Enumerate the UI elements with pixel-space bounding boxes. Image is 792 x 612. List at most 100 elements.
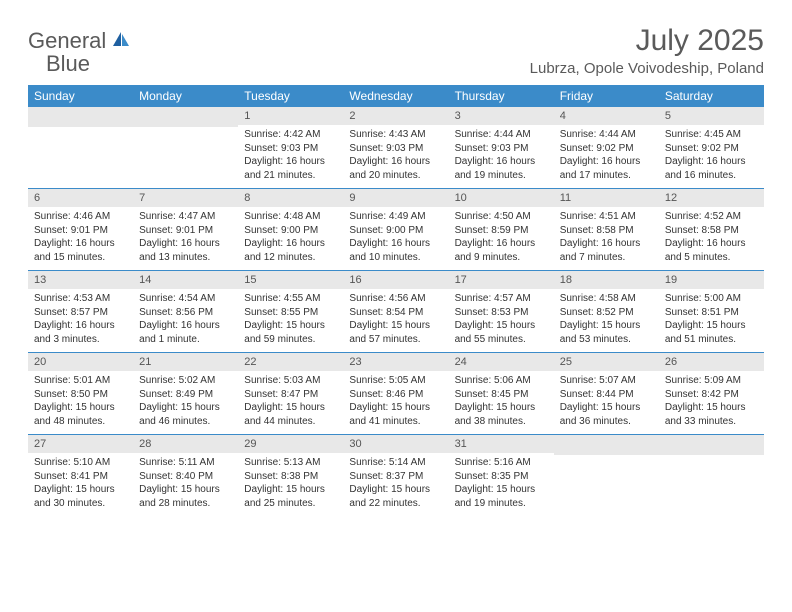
sunrise-text: Sunrise: 4:53 AM [34, 292, 127, 306]
day-cell: 12Sunrise: 4:52 AMSunset: 8:58 PMDayligh… [659, 189, 764, 270]
day-number: 28 [133, 435, 238, 453]
day-number: 20 [28, 353, 133, 371]
day-details: Sunrise: 5:01 AMSunset: 8:50 PMDaylight:… [28, 371, 133, 434]
daylight-text: Daylight: 15 hours [244, 319, 337, 333]
logo-sail-icon [111, 30, 131, 53]
day-number: 3 [449, 107, 554, 125]
day-cell: 28Sunrise: 5:11 AMSunset: 8:40 PMDayligh… [133, 435, 238, 516]
sunrise-text: Sunrise: 4:56 AM [349, 292, 442, 306]
daylight-text: and 57 minutes. [349, 333, 442, 347]
day-cell: 25Sunrise: 5:07 AMSunset: 8:44 PMDayligh… [554, 353, 659, 434]
title-block: July 2025 Lubrza, Opole Voivodeship, Pol… [530, 24, 764, 77]
sunrise-text: Sunrise: 5:14 AM [349, 456, 442, 470]
day-details [28, 127, 133, 181]
daylight-text: and 30 minutes. [34, 497, 127, 511]
sunrise-text: Sunrise: 4:45 AM [665, 128, 758, 142]
sunrise-text: Sunrise: 4:58 AM [560, 292, 653, 306]
day-number: 24 [449, 353, 554, 371]
daylight-text: and 28 minutes. [139, 497, 232, 511]
sunrise-text: Sunrise: 5:03 AM [244, 374, 337, 388]
daylight-text: Daylight: 15 hours [560, 401, 653, 415]
sunrise-text: Sunrise: 4:55 AM [244, 292, 337, 306]
day-number [554, 435, 659, 455]
daylight-text: Daylight: 16 hours [665, 237, 758, 251]
sunrise-text: Sunrise: 5:01 AM [34, 374, 127, 388]
daylight-text: and 15 minutes. [34, 251, 127, 265]
daylight-text: Daylight: 16 hours [139, 237, 232, 251]
day-cell: 18Sunrise: 4:58 AMSunset: 8:52 PMDayligh… [554, 271, 659, 352]
day-number: 21 [133, 353, 238, 371]
day-details: Sunrise: 5:05 AMSunset: 8:46 PMDaylight:… [343, 371, 448, 434]
sunset-text: Sunset: 8:50 PM [34, 388, 127, 402]
daylight-text: and 59 minutes. [244, 333, 337, 347]
day-cell-empty [133, 107, 238, 188]
day-number: 11 [554, 189, 659, 207]
day-cell: 20Sunrise: 5:01 AMSunset: 8:50 PMDayligh… [28, 353, 133, 434]
sunset-text: Sunset: 8:54 PM [349, 306, 442, 320]
sunset-text: Sunset: 8:57 PM [34, 306, 127, 320]
sunrise-text: Sunrise: 4:57 AM [455, 292, 548, 306]
sunrise-text: Sunrise: 5:07 AM [560, 374, 653, 388]
daylight-text: and 53 minutes. [560, 333, 653, 347]
sunset-text: Sunset: 8:40 PM [139, 470, 232, 484]
daylight-text: and 41 minutes. [349, 415, 442, 429]
daylight-text: and 36 minutes. [560, 415, 653, 429]
day-details: Sunrise: 4:48 AMSunset: 9:00 PMDaylight:… [238, 207, 343, 270]
day-number [28, 107, 133, 127]
daylight-text: Daylight: 16 hours [560, 237, 653, 251]
sunset-text: Sunset: 8:53 PM [455, 306, 548, 320]
sunset-text: Sunset: 9:02 PM [665, 142, 758, 156]
day-number: 16 [343, 271, 448, 289]
day-details: Sunrise: 5:03 AMSunset: 8:47 PMDaylight:… [238, 371, 343, 434]
sunset-text: Sunset: 8:38 PM [244, 470, 337, 484]
day-number: 4 [554, 107, 659, 125]
day-details: Sunrise: 4:55 AMSunset: 8:55 PMDaylight:… [238, 289, 343, 352]
day-cell: 17Sunrise: 4:57 AMSunset: 8:53 PMDayligh… [449, 271, 554, 352]
day-number: 29 [238, 435, 343, 453]
sunset-text: Sunset: 9:01 PM [139, 224, 232, 238]
daylight-text: Daylight: 16 hours [34, 237, 127, 251]
day-header: Sunday [28, 85, 133, 107]
sunset-text: Sunset: 8:41 PM [34, 470, 127, 484]
daylight-text: and 19 minutes. [455, 497, 548, 511]
sunset-text: Sunset: 8:42 PM [665, 388, 758, 402]
day-details: Sunrise: 4:43 AMSunset: 9:03 PMDaylight:… [343, 125, 448, 188]
sunrise-text: Sunrise: 4:50 AM [455, 210, 548, 224]
day-number: 30 [343, 435, 448, 453]
day-number: 7 [133, 189, 238, 207]
day-details: Sunrise: 4:57 AMSunset: 8:53 PMDaylight:… [449, 289, 554, 352]
day-cell: 9Sunrise: 4:49 AMSunset: 9:00 PMDaylight… [343, 189, 448, 270]
day-details: Sunrise: 5:11 AMSunset: 8:40 PMDaylight:… [133, 453, 238, 516]
week-row: 6Sunrise: 4:46 AMSunset: 9:01 PMDaylight… [28, 188, 764, 270]
daylight-text: and 51 minutes. [665, 333, 758, 347]
sunset-text: Sunset: 8:35 PM [455, 470, 548, 484]
day-header: Monday [133, 85, 238, 107]
daylight-text: Daylight: 15 hours [244, 483, 337, 497]
sunset-text: Sunset: 9:01 PM [34, 224, 127, 238]
day-details: Sunrise: 4:44 AMSunset: 9:02 PMDaylight:… [554, 125, 659, 188]
day-number: 9 [343, 189, 448, 207]
location-text: Lubrza, Opole Voivodeship, Poland [530, 60, 764, 77]
week-row: 27Sunrise: 5:10 AMSunset: 8:41 PMDayligh… [28, 434, 764, 516]
calendar-page: General Blue July 2025 Lubrza, Opole Voi… [0, 0, 792, 540]
sunrise-text: Sunrise: 4:46 AM [34, 210, 127, 224]
week-row: 13Sunrise: 4:53 AMSunset: 8:57 PMDayligh… [28, 270, 764, 352]
daylight-text: and 1 minute. [139, 333, 232, 347]
daylight-text: and 13 minutes. [139, 251, 232, 265]
day-number: 6 [28, 189, 133, 207]
sunrise-text: Sunrise: 5:13 AM [244, 456, 337, 470]
sunset-text: Sunset: 9:02 PM [560, 142, 653, 156]
day-cell: 19Sunrise: 5:00 AMSunset: 8:51 PMDayligh… [659, 271, 764, 352]
daylight-text: and 7 minutes. [560, 251, 653, 265]
sunrise-text: Sunrise: 4:43 AM [349, 128, 442, 142]
sunrise-text: Sunrise: 4:44 AM [455, 128, 548, 142]
day-number: 22 [238, 353, 343, 371]
day-details: Sunrise: 5:16 AMSunset: 8:35 PMDaylight:… [449, 453, 554, 516]
sunrise-text: Sunrise: 4:47 AM [139, 210, 232, 224]
day-number: 15 [238, 271, 343, 289]
day-details: Sunrise: 4:58 AMSunset: 8:52 PMDaylight:… [554, 289, 659, 352]
day-number [659, 435, 764, 455]
day-number: 27 [28, 435, 133, 453]
day-details: Sunrise: 4:44 AMSunset: 9:03 PMDaylight:… [449, 125, 554, 188]
day-details: Sunrise: 4:45 AMSunset: 9:02 PMDaylight:… [659, 125, 764, 188]
